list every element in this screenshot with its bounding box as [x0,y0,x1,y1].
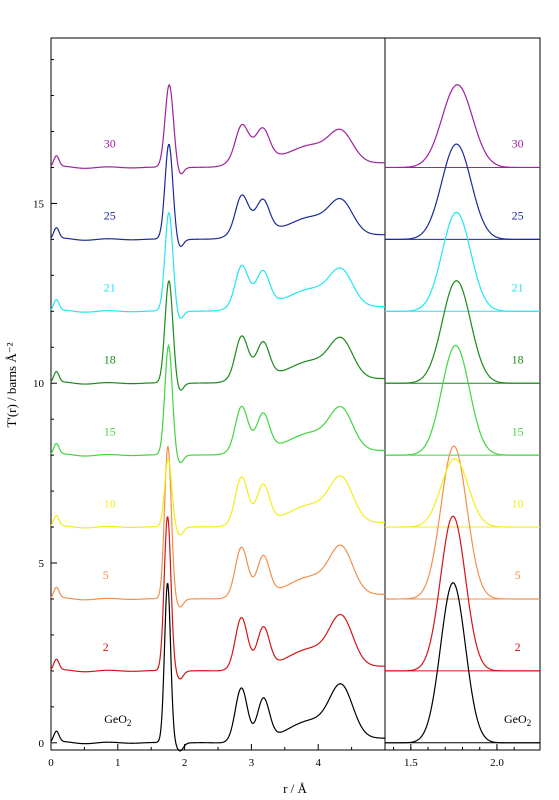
inset-series-label-25: 25 [512,209,524,223]
inset-x-tick-label: 1.5 [404,757,418,769]
main-plot-frame [50,37,386,751]
inset-curve-15 [385,344,540,456]
inset-series-label-subscript: 2 [527,718,532,728]
x-axis-title: r / Å [283,781,307,796]
main-series-label-18: 18 [104,352,116,366]
inset-series-label-GeO: GeO2 [504,712,531,728]
main-curve-21 [50,212,385,319]
main-curve-25 [50,143,385,247]
main-series-label-2: 2 [103,640,109,654]
main-curve-GeO [50,583,385,752]
main-curve-5 [50,446,385,608]
y-tick-label: 15 [33,198,45,210]
inset-series-label-30: 30 [512,137,524,151]
main-series-label-25: 25 [104,209,116,223]
series-curves [50,83,540,752]
y-axis-title: T'(r) / barns Å⁻² [4,342,19,427]
y-tick-label: 0 [39,738,45,750]
main-series-label-10: 10 [104,496,116,510]
inset-curve-10 [385,458,540,528]
main-series-label-30: 30 [104,137,116,151]
inset-series-label-18: 18 [512,352,524,366]
inset-curve-GeO [385,582,540,744]
inset-series-label-21: 21 [512,281,524,295]
plot-frames [50,37,541,751]
inset-series-label-15: 15 [512,424,524,438]
main-series-label-5: 5 [103,568,109,582]
main-series-label-subscript: 2 [127,718,132,728]
main-series-label-21: 21 [104,281,116,295]
main-curve-30 [50,83,385,175]
main-curve-2 [50,516,385,680]
main-curve-18 [50,280,385,391]
main-series-label-15: 15 [104,424,116,438]
inset-curve-25 [385,143,540,240]
main-curve-15 [50,343,385,464]
inset-curve-18 [385,280,540,384]
x-tick-label: 0 [48,757,54,769]
x-tick-label: 2 [182,757,188,769]
main-curve-10 [50,458,385,536]
x-tick-label: 1 [115,757,121,769]
y-tick-label: 10 [33,378,45,390]
inset-series-label-5: 5 [515,568,521,582]
inset-curve-30 [385,84,540,169]
inset-curve-2 [385,515,540,672]
inset-curve-21 [385,211,540,312]
y-tick-label: 5 [39,558,45,570]
axis-ticks: 0 5 10 15 0 1 2 3 4 1.5 2.0 [33,59,515,769]
x-tick-label: 3 [249,757,255,769]
inset-series-label-2: 2 [515,640,521,654]
x-tick-label: 4 [315,757,321,769]
inset-curve-5 [385,445,540,600]
inset-series-label-10: 10 [512,496,524,510]
main-series-label-GeO: GeO2 [104,712,131,728]
inset-x-tick-label: 2.0 [490,757,504,769]
